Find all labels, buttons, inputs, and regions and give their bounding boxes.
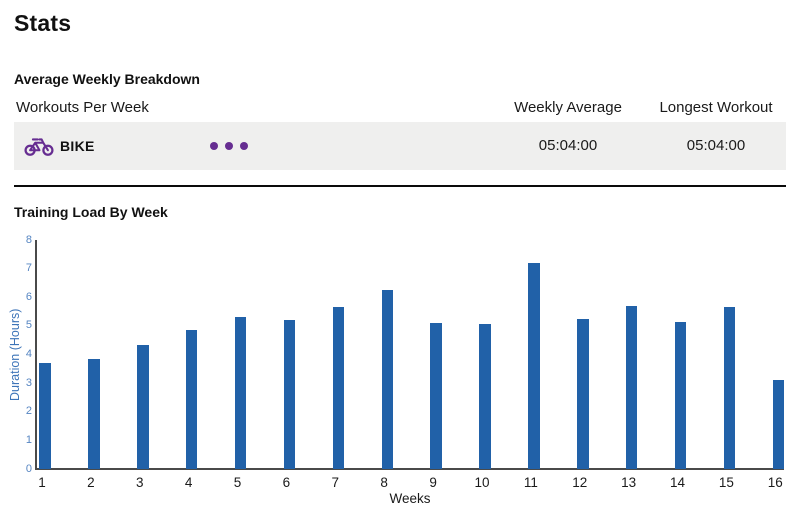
x-axis-line <box>35 468 784 470</box>
bar-week-2[interactable] <box>88 358 100 469</box>
training-load-bar-chart: 0 1 2 3 4 5 6 7 8 1 2 3 4 5 6 7 8 9 10 11 12 13 14 15 16 Duration… <box>0 233 800 525</box>
y-tick-label: 1 <box>25 433 32 446</box>
x-tick-label: 14 <box>669 475 686 490</box>
column-header-weekly-average: Weekly Average <box>514 99 622 116</box>
weekly-average-value: 05:04:00 <box>538 137 598 154</box>
sport-name-label: BIKE <box>60 138 95 154</box>
x-tick-label: 4 <box>184 475 193 490</box>
y-tick-label: 2 <box>25 405 32 418</box>
y-tick-label: 0 <box>25 462 32 475</box>
y-tick-label: 4 <box>25 348 32 360</box>
x-tick-label: 16 <box>767 475 783 490</box>
bar-week-6[interactable] <box>283 320 296 469</box>
bar-week-11[interactable] <box>528 262 540 469</box>
y-tick-label: 6 <box>25 290 32 303</box>
x-tick-label: 2 <box>87 475 95 490</box>
y-tick-label: 8 <box>25 233 32 246</box>
section-divider <box>14 185 786 187</box>
x-tick-label: 3 <box>136 475 144 490</box>
x-tick-label: 15 <box>718 475 734 490</box>
workouts-per-week-dots <box>210 142 248 150</box>
bar-week-12[interactable] <box>577 318 589 469</box>
y-axis-title: Duration (Hours) <box>8 308 22 401</box>
bar-week-5[interactable] <box>234 317 247 469</box>
x-tick-label: 7 <box>331 475 340 490</box>
x-tick-label: 6 <box>282 475 291 490</box>
chart-section-heading: Training Load By Week <box>14 204 168 220</box>
column-header-longest-workout: Longest Workout <box>659 99 773 116</box>
table-row-bike: BIKE 05:04:00 05:04:00 <box>14 122 786 170</box>
y-tick-label: 3 <box>25 376 32 389</box>
longest-workout-value: 05:04:00 <box>686 137 746 154</box>
x-axis-title: Weeks <box>389 491 431 506</box>
page-title: Stats <box>14 10 72 36</box>
column-header-workouts-per-week: Workouts Per Week <box>16 99 149 116</box>
bar-week-1[interactable] <box>39 363 51 469</box>
x-tick-label: 13 <box>621 475 637 490</box>
x-tick-label: 1 <box>38 475 46 490</box>
workout-dot-icon <box>210 142 218 150</box>
bar-week-16[interactable] <box>772 380 784 469</box>
bar-week-14[interactable] <box>674 321 687 469</box>
breakdown-section-heading: Average Weekly Breakdown <box>14 71 200 87</box>
y-tick-label: 7 <box>25 262 32 275</box>
x-tick-label: 5 <box>233 475 242 490</box>
workout-dot-icon <box>240 142 248 150</box>
bar-week-10[interactable] <box>479 324 491 469</box>
bar-week-4[interactable] <box>185 330 198 469</box>
x-tick-label: 10 <box>474 475 490 490</box>
bar-week-8[interactable] <box>381 290 393 469</box>
x-tick-label: 11 <box>523 475 538 490</box>
bar-week-7[interactable] <box>332 307 345 469</box>
bar-week-13[interactable] <box>625 305 638 469</box>
bar-week-15[interactable] <box>723 307 736 469</box>
bar-week-3[interactable] <box>137 344 149 469</box>
workout-dot-icon <box>225 142 233 150</box>
x-tick-label: 8 <box>380 475 388 490</box>
x-tick-label: 12 <box>572 475 588 490</box>
bar-week-9[interactable] <box>430 323 442 469</box>
x-tick-label: 9 <box>429 475 437 490</box>
bike-icon <box>24 135 54 157</box>
y-tick-label: 5 <box>25 319 32 332</box>
y-axis-line <box>35 240 37 469</box>
